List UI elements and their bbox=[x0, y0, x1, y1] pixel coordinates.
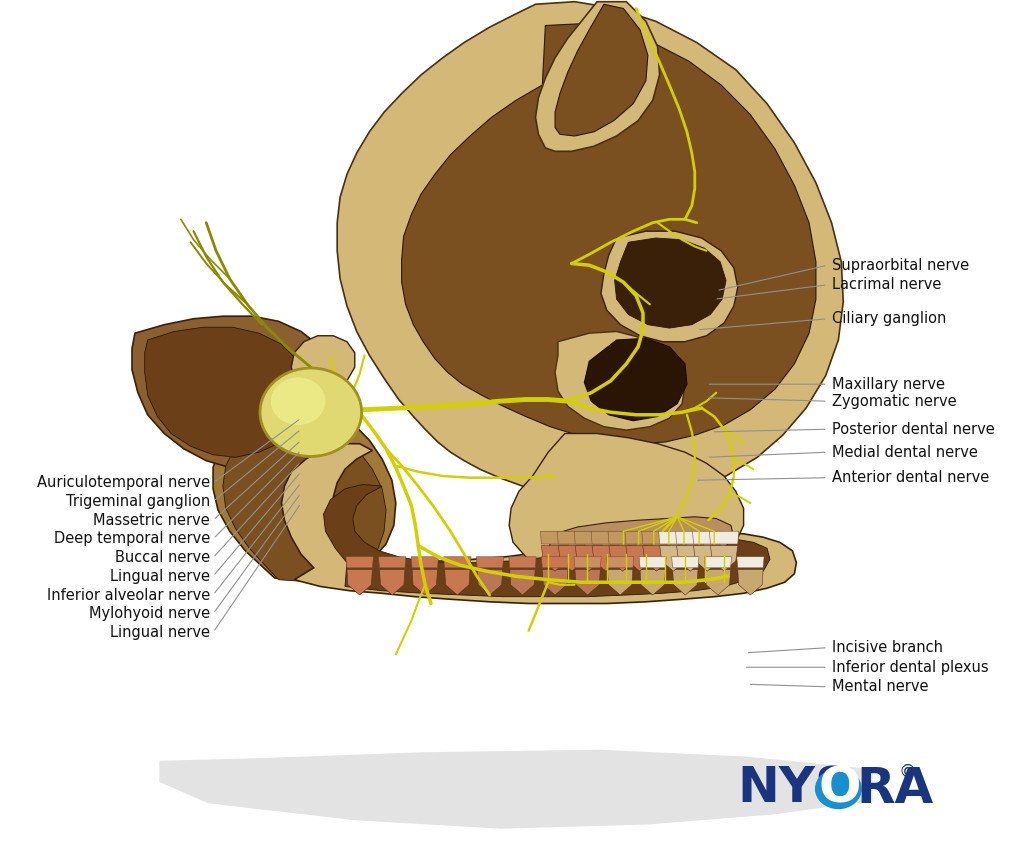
Text: Supraorbital nerve: Supraorbital nerve bbox=[831, 258, 969, 273]
Text: Zygomatic nerve: Zygomatic nerve bbox=[831, 394, 956, 409]
Polygon shape bbox=[573, 557, 601, 568]
Polygon shape bbox=[144, 327, 308, 457]
Polygon shape bbox=[132, 316, 340, 469]
Text: Medial dental nerve: Medial dental nerve bbox=[831, 445, 978, 460]
Text: Lingual nerve: Lingual nerve bbox=[111, 625, 210, 640]
Polygon shape bbox=[401, 24, 816, 444]
Polygon shape bbox=[592, 546, 620, 571]
Polygon shape bbox=[608, 531, 637, 544]
Polygon shape bbox=[282, 444, 797, 604]
Polygon shape bbox=[607, 570, 633, 595]
Polygon shape bbox=[324, 484, 770, 597]
Text: RA: RA bbox=[856, 765, 933, 813]
Polygon shape bbox=[609, 546, 636, 571]
Circle shape bbox=[260, 368, 361, 456]
Text: O: O bbox=[819, 765, 861, 813]
Text: Inferior alveolar nerve: Inferior alveolar nerve bbox=[47, 587, 210, 603]
Polygon shape bbox=[444, 570, 470, 595]
Polygon shape bbox=[625, 531, 654, 544]
Polygon shape bbox=[626, 546, 653, 571]
Circle shape bbox=[270, 377, 326, 425]
Text: Posterior dental nerve: Posterior dental nerve bbox=[831, 422, 994, 437]
Polygon shape bbox=[693, 546, 721, 571]
Polygon shape bbox=[558, 546, 586, 571]
Polygon shape bbox=[509, 434, 743, 583]
Polygon shape bbox=[673, 570, 698, 595]
Polygon shape bbox=[291, 336, 354, 399]
Polygon shape bbox=[412, 570, 437, 595]
Polygon shape bbox=[606, 557, 634, 568]
Polygon shape bbox=[711, 546, 737, 571]
Polygon shape bbox=[223, 416, 386, 581]
Text: Maxillary nerve: Maxillary nerve bbox=[831, 377, 944, 392]
Polygon shape bbox=[555, 332, 685, 430]
Polygon shape bbox=[380, 570, 404, 595]
Text: Lingual nerve: Lingual nerve bbox=[111, 569, 210, 584]
Polygon shape bbox=[591, 531, 621, 544]
Text: Incisive branch: Incisive branch bbox=[831, 640, 942, 655]
Text: Mylohyoid nerve: Mylohyoid nerve bbox=[89, 606, 210, 621]
Polygon shape bbox=[601, 231, 737, 342]
Polygon shape bbox=[692, 531, 722, 544]
Text: Anterior dental nerve: Anterior dental nerve bbox=[831, 470, 989, 485]
Polygon shape bbox=[379, 557, 406, 568]
Polygon shape bbox=[705, 557, 731, 568]
Polygon shape bbox=[509, 557, 537, 568]
Polygon shape bbox=[548, 517, 734, 565]
Polygon shape bbox=[541, 531, 569, 544]
Polygon shape bbox=[737, 557, 764, 568]
Polygon shape bbox=[160, 750, 872, 829]
Polygon shape bbox=[476, 557, 504, 568]
Text: Trigeminal ganglion: Trigeminal ganglion bbox=[66, 494, 210, 509]
Polygon shape bbox=[639, 557, 667, 568]
Polygon shape bbox=[555, 4, 648, 136]
Text: ©: © bbox=[899, 762, 916, 781]
Polygon shape bbox=[642, 531, 671, 544]
Polygon shape bbox=[557, 531, 587, 544]
Polygon shape bbox=[710, 531, 738, 544]
Polygon shape bbox=[737, 570, 763, 595]
Polygon shape bbox=[574, 531, 603, 544]
Polygon shape bbox=[614, 238, 726, 328]
Polygon shape bbox=[346, 557, 374, 568]
Polygon shape bbox=[542, 557, 568, 568]
Text: NYS: NYS bbox=[737, 765, 852, 813]
Text: Buccal nerve: Buccal nerve bbox=[115, 550, 210, 565]
Polygon shape bbox=[585, 338, 687, 421]
Polygon shape bbox=[542, 546, 568, 571]
Text: Deep temporal nerve: Deep temporal nerve bbox=[54, 531, 210, 547]
Text: Mental nerve: Mental nerve bbox=[831, 679, 928, 694]
Polygon shape bbox=[658, 531, 688, 544]
Text: Inferior dental plexus: Inferior dental plexus bbox=[831, 660, 988, 675]
Polygon shape bbox=[575, 546, 602, 571]
Polygon shape bbox=[640, 570, 666, 595]
Text: Auriculotemporal nerve: Auriculotemporal nerve bbox=[37, 475, 210, 490]
Polygon shape bbox=[411, 557, 438, 568]
Polygon shape bbox=[706, 570, 730, 595]
Polygon shape bbox=[510, 570, 536, 595]
Polygon shape bbox=[443, 557, 471, 568]
Polygon shape bbox=[347, 570, 373, 595]
Polygon shape bbox=[337, 2, 843, 501]
Polygon shape bbox=[672, 557, 699, 568]
Polygon shape bbox=[477, 570, 503, 595]
Polygon shape bbox=[574, 570, 600, 595]
Text: Massetric nerve: Massetric nerve bbox=[93, 513, 210, 528]
Polygon shape bbox=[676, 531, 705, 544]
Polygon shape bbox=[543, 570, 567, 595]
Text: Lacrimal nerve: Lacrimal nerve bbox=[831, 277, 941, 292]
Polygon shape bbox=[536, 2, 659, 151]
Text: Ciliary ganglion: Ciliary ganglion bbox=[831, 311, 946, 326]
Circle shape bbox=[815, 768, 862, 809]
Polygon shape bbox=[677, 546, 703, 571]
Polygon shape bbox=[659, 546, 687, 571]
Polygon shape bbox=[213, 398, 396, 580]
Polygon shape bbox=[643, 546, 670, 571]
